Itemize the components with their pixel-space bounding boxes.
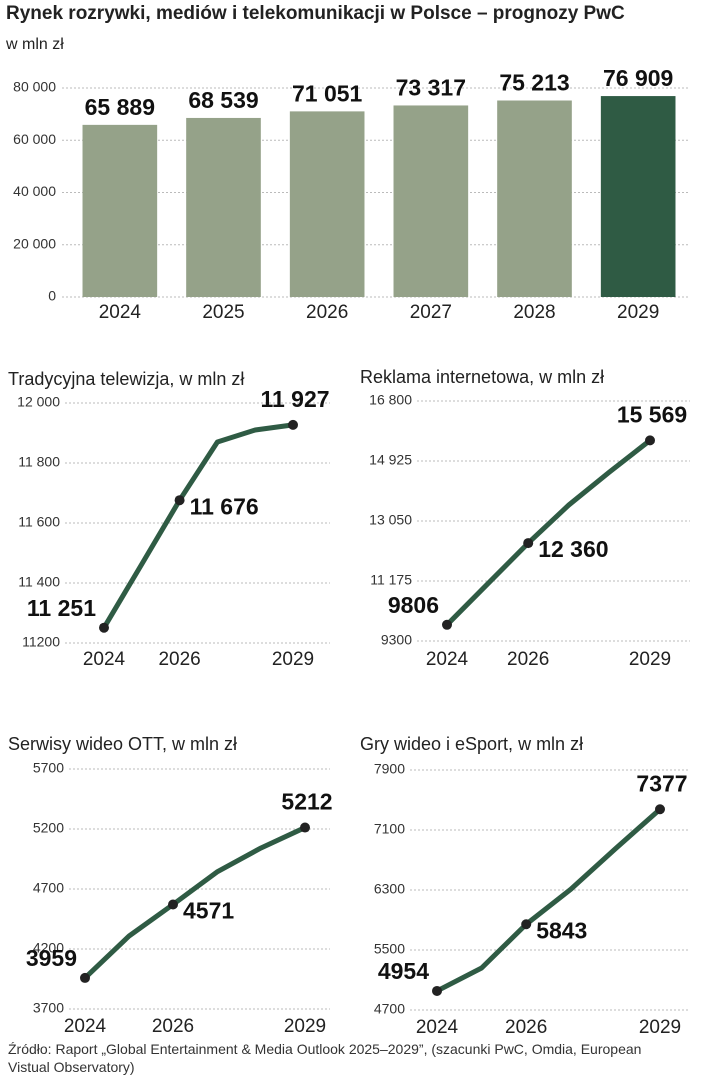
y-tick-label: 5500 [374, 941, 405, 957]
y-tick-label: 5700 [33, 760, 64, 776]
bar [82, 124, 158, 297]
x-tick-label: 2026 [152, 1016, 194, 1035]
x-tick-label: 2029 [639, 1017, 681, 1035]
value-label: 3959 [26, 945, 77, 971]
value-label: 65 889 [85, 94, 155, 120]
line [101, 422, 294, 629]
value-label: 5843 [536, 917, 587, 943]
panel-title: Gry wideo i eSport, w mln zł [360, 734, 583, 754]
y-tick-label: 7900 [374, 761, 405, 777]
value-label: 9806 [388, 592, 439, 618]
y-tick-label: 16 800 [369, 392, 412, 408]
line [445, 438, 652, 627]
y-tick-label: 12 000 [17, 394, 60, 410]
y-tick-label: 0 [48, 288, 56, 304]
y-tick-label: 4700 [33, 880, 64, 896]
value-label: 15 569 [617, 401, 687, 427]
y-tick-label: 60 000 [13, 131, 56, 147]
point [432, 985, 442, 996]
line [83, 825, 307, 980]
y-tick-label: 7100 [374, 821, 405, 837]
point [174, 495, 185, 506]
x-tick-label: 2029 [617, 302, 659, 323]
bar [289, 111, 365, 297]
bar [393, 105, 469, 297]
y-tick-label: 11 175 [370, 572, 412, 588]
chart-title: Rynek rozrywki, mediów i telekomunikacji… [6, 3, 625, 24]
value-label: 73 317 [396, 75, 466, 101]
value-label: 76 909 [603, 65, 673, 91]
value-label: 12 360 [538, 536, 608, 562]
value-label: 11 676 [190, 493, 259, 519]
point [80, 972, 90, 983]
x-tick-label: 2028 [513, 302, 555, 323]
value-label: 68 539 [188, 87, 258, 113]
value-label: 5212 [281, 789, 332, 815]
value-label: 75 213 [499, 70, 569, 96]
point [288, 419, 298, 430]
point [645, 435, 655, 446]
y-tick-label: 11200 [22, 634, 60, 650]
panel-title: Reklama internetowa, w mln zł [360, 367, 604, 387]
value-label: 7377 [636, 770, 687, 796]
x-tick-label: 2027 [410, 302, 452, 323]
y-tick-label: 11 600 [18, 514, 60, 530]
x-tick-label: 2024 [99, 302, 142, 323]
point [521, 919, 532, 930]
x-tick-label: 2029 [272, 649, 314, 670]
point [655, 804, 665, 815]
point [168, 899, 178, 910]
y-tick-label: 14 925 [369, 452, 412, 468]
chart-subtitle: w mln zł [5, 36, 64, 53]
bar [600, 96, 676, 297]
x-tick-label: 2026 [507, 649, 549, 670]
source-note: Źródło: Raport „Global Entertainment & M… [8, 1041, 642, 1075]
point [523, 538, 534, 549]
y-tick-label: 11 400 [18, 574, 60, 590]
value-label: 71 051 [292, 80, 363, 106]
point [300, 822, 310, 833]
x-tick-label: 2026 [158, 649, 200, 670]
line [435, 807, 662, 994]
value-label: 11 927 [260, 386, 329, 412]
x-tick-label: 2026 [505, 1017, 547, 1035]
bar [186, 117, 261, 297]
value-label: 4571 [183, 898, 234, 924]
panel-title: Serwisy wideo OTT, w mln zł [8, 734, 237, 754]
x-tick-label: 2024 [426, 649, 469, 670]
x-tick-label: 2024 [64, 1016, 107, 1035]
bar [497, 100, 572, 297]
y-tick-label: 9300 [381, 632, 412, 648]
x-tick-label: 2029 [284, 1016, 326, 1035]
y-tick-label: 20 000 [13, 235, 56, 251]
y-tick-label: 4700 [374, 1001, 405, 1017]
point [442, 619, 452, 630]
chart: Rynek rozrywki, mediów i telekomunikacji… [5, 3, 690, 1035]
value-label: 11 251 [27, 595, 96, 621]
x-tick-label: 2029 [629, 649, 671, 670]
x-tick-label: 2024 [83, 649, 126, 670]
value-label: 4954 [378, 958, 429, 984]
point [99, 622, 109, 633]
y-tick-label: 4200 [33, 940, 64, 956]
x-tick-label: 2025 [202, 302, 244, 323]
y-tick-label: 3700 [33, 1000, 64, 1016]
x-tick-label: 2024 [416, 1017, 459, 1035]
y-tick-label: 11 800 [18, 454, 60, 470]
panel-title: Tradycyjna telewizja, w mln zł [8, 369, 244, 389]
y-tick-label: 13 050 [369, 512, 412, 528]
y-tick-label: 5200 [33, 820, 64, 836]
x-tick-label: 2026 [306, 302, 348, 323]
y-tick-label: 80 000 [13, 79, 56, 95]
y-tick-label: 40 000 [13, 183, 56, 199]
y-tick-label: 6300 [374, 881, 405, 897]
